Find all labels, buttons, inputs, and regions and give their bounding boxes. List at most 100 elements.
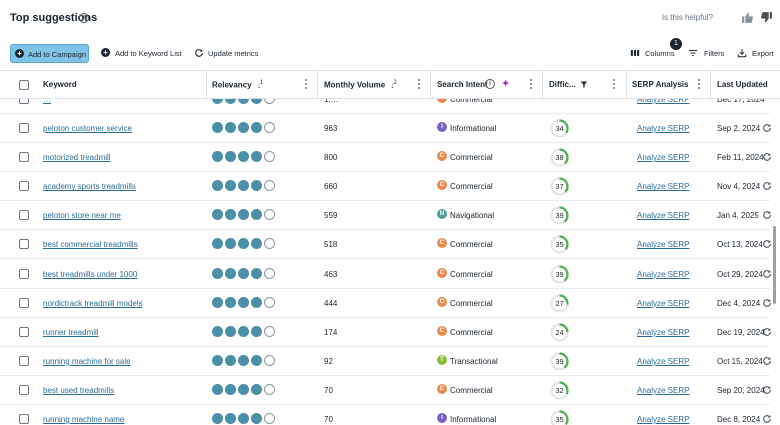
- keyword-link[interactable]: best treadmills under 1000: [43, 269, 138, 279]
- info-icon[interactable]: i: [79, 13, 89, 23]
- kebab-icon[interactable]: [305, 79, 308, 90]
- table-row[interactable]: running machine name 70 I Informational 35 An…: [0, 405, 772, 425]
- analyze-serp-link[interactable]: Analyze SERP: [637, 153, 690, 163]
- sort-order: 2: [393, 80, 397, 86]
- relevancy-dot-filled: [212, 354, 223, 366]
- row-checkbox[interactable]: [19, 384, 29, 395]
- column-serp[interactable]: SERP Analysis: [632, 80, 689, 89]
- refresh-icon[interactable]: [762, 210, 772, 220]
- refresh-icon[interactable]: [762, 239, 772, 249]
- refresh-icon[interactable]: [762, 152, 772, 162]
- keyword-link[interactable]: motorized treadmill: [43, 153, 111, 163]
- keyword-link[interactable]: best used treadmills: [43, 385, 115, 395]
- row-checkbox[interactable]: [19, 210, 29, 221]
- table-row[interactable]: peloton customer service 963 I Informationa…: [0, 114, 772, 143]
- table-row[interactable]: best treadmills under 1000 463 C Commercial…: [0, 260, 772, 289]
- last-updated: Dec 19, 2024: [717, 327, 765, 337]
- kebab-icon[interactable]: [698, 79, 701, 90]
- kebab-icon[interactable]: [418, 79, 421, 90]
- difficulty-ring: [550, 410, 569, 425]
- add-to-keyword-list-button[interactable]: Add to Keyword List: [115, 49, 182, 58]
- relevancy-dot-filled: [238, 413, 249, 424]
- table-row[interactable]: running machine for sale 92 T Transactional…: [0, 347, 772, 376]
- row-checkbox[interactable]: [19, 297, 29, 308]
- update-metrics-button[interactable]: Update metrics: [208, 49, 259, 58]
- refresh-icon[interactable]: [762, 123, 772, 133]
- analyze-serp-link[interactable]: Analyze SERP: [637, 327, 690, 337]
- analyze-serp-link[interactable]: Analyze SERP: [637, 298, 690, 308]
- analyze-serp-link[interactable]: Analyze SERP: [637, 415, 690, 424]
- export-button[interactable]: Export: [752, 49, 774, 58]
- column-divider[interactable]: [710, 71, 711, 99]
- column-last-updated[interactable]: Last Updated: [717, 80, 768, 89]
- keyword-link[interactable]: peloton customer service: [43, 124, 132, 133]
- table-row[interactable]: best commercial treadmills 518 C Commercial…: [0, 230, 772, 260]
- analyze-serp-link[interactable]: Analyze SERP: [637, 240, 690, 250]
- column-relevancy[interactable]: Relevancy ↓1: [212, 80, 263, 90]
- info-icon[interactable]: i: [485, 79, 495, 89]
- keyword-link[interactable]: peloton store near me: [43, 211, 121, 221]
- refresh-icon[interactable]: [762, 181, 772, 191]
- refresh-icon[interactable]: [762, 385, 772, 395]
- column-divider[interactable]: [542, 71, 543, 99]
- row-checkbox[interactable]: [19, 152, 29, 163]
- analyze-serp-link[interactable]: Analyze SERP: [637, 182, 690, 192]
- funnel-icon[interactable]: [580, 80, 588, 89]
- intent-label: Commercial: [450, 153, 493, 163]
- relevancy-dot-filled: [225, 354, 236, 366]
- table-row[interactable]: nordictrack treadmill models 444 C Commerci…: [0, 289, 772, 318]
- table-row[interactable]: runner treadmill 174 C Commercial 24 Analyze …: [0, 318, 772, 347]
- analyze-serp-link[interactable]: Analyze SERP: [637, 211, 690, 221]
- table-row[interactable]: academy sports treadmills 660 C Commercial 3…: [0, 172, 772, 202]
- column-volume[interactable]: Monthly Volume ↓2: [324, 80, 397, 90]
- sparkle-icon[interactable]: ✦: [501, 78, 511, 90]
- column-divider[interactable]: [206, 71, 207, 99]
- keyword-link[interactable]: running machine name: [43, 415, 125, 424]
- row-checkbox[interactable]: [19, 239, 29, 250]
- relevancy-dot-filled: [251, 296, 262, 308]
- add-to-campaign-button[interactable]: + Add to Campaign: [10, 44, 89, 63]
- column-keyword[interactable]: Keyword: [43, 80, 77, 89]
- row-checkbox[interactable]: [19, 414, 29, 424]
- refresh-icon[interactable]: [762, 356, 772, 366]
- analyze-serp-link[interactable]: Analyze SERP: [637, 124, 690, 133]
- row-checkbox[interactable]: [19, 181, 29, 192]
- analyze-serp-link[interactable]: Analyze SERP: [637, 356, 690, 366]
- analyze-serp-link[interactable]: Analyze SERP: [637, 95, 690, 104]
- kebab-icon[interactable]: [613, 79, 616, 90]
- columns-button[interactable]: Columns: [645, 49, 675, 58]
- table-row[interactable]: best used treadmills 70 C Commercial 32 Analy…: [0, 376, 772, 405]
- keyword-link[interactable]: academy sports treadmills: [43, 182, 136, 192]
- keyword-link[interactable]: nordictrack treadmill models: [43, 298, 143, 308]
- refresh-icon[interactable]: [762, 327, 772, 337]
- filters-button[interactable]: Filters: [704, 49, 725, 58]
- select-all-checkbox[interactable]: [19, 80, 29, 90]
- row-checkbox[interactable]: [19, 326, 29, 337]
- monthly-volume: 518: [324, 240, 338, 250]
- refresh-icon[interactable]: [762, 298, 772, 308]
- relevancy-dot-filled: [212, 413, 223, 424]
- row-checkbox[interactable]: [19, 355, 29, 366]
- table-row[interactable]: peloton store near me 559 N Navigational 39 A…: [0, 201, 772, 231]
- keyword-link[interactable]: runner treadmill: [43, 327, 99, 337]
- kebab-icon[interactable]: [530, 79, 533, 90]
- column-divider[interactable]: [626, 71, 627, 99]
- thumbs-up-icon[interactable]: [741, 11, 754, 24]
- keyword-link[interactable]: best commercial treadmills: [43, 240, 138, 250]
- column-difficulty[interactable]: Diffic...: [549, 80, 576, 89]
- keyword-link[interactable]: running machine for sale: [43, 356, 131, 366]
- row-checkbox[interactable]: [19, 268, 29, 279]
- column-intent[interactable]: Search Intent: [437, 80, 488, 89]
- vertical-scrollbar[interactable]: [773, 226, 776, 304]
- analyze-serp-link[interactable]: Analyze SERP: [637, 269, 690, 279]
- difficulty-ring: [550, 381, 569, 400]
- table-row[interactable]: motorized treadmill 800 C Commercial 38 Analy…: [0, 143, 772, 173]
- row-checkbox[interactable]: [19, 123, 29, 133]
- thumbs-down-icon[interactable]: [760, 11, 773, 24]
- refresh-icon[interactable]: [762, 414, 772, 424]
- keyword-link[interactable]: …: [43, 95, 51, 104]
- column-divider[interactable]: [430, 71, 431, 99]
- analyze-serp-link[interactable]: Analyze SERP: [637, 385, 690, 395]
- refresh-icon[interactable]: [762, 269, 772, 279]
- column-divider[interactable]: [317, 71, 318, 99]
